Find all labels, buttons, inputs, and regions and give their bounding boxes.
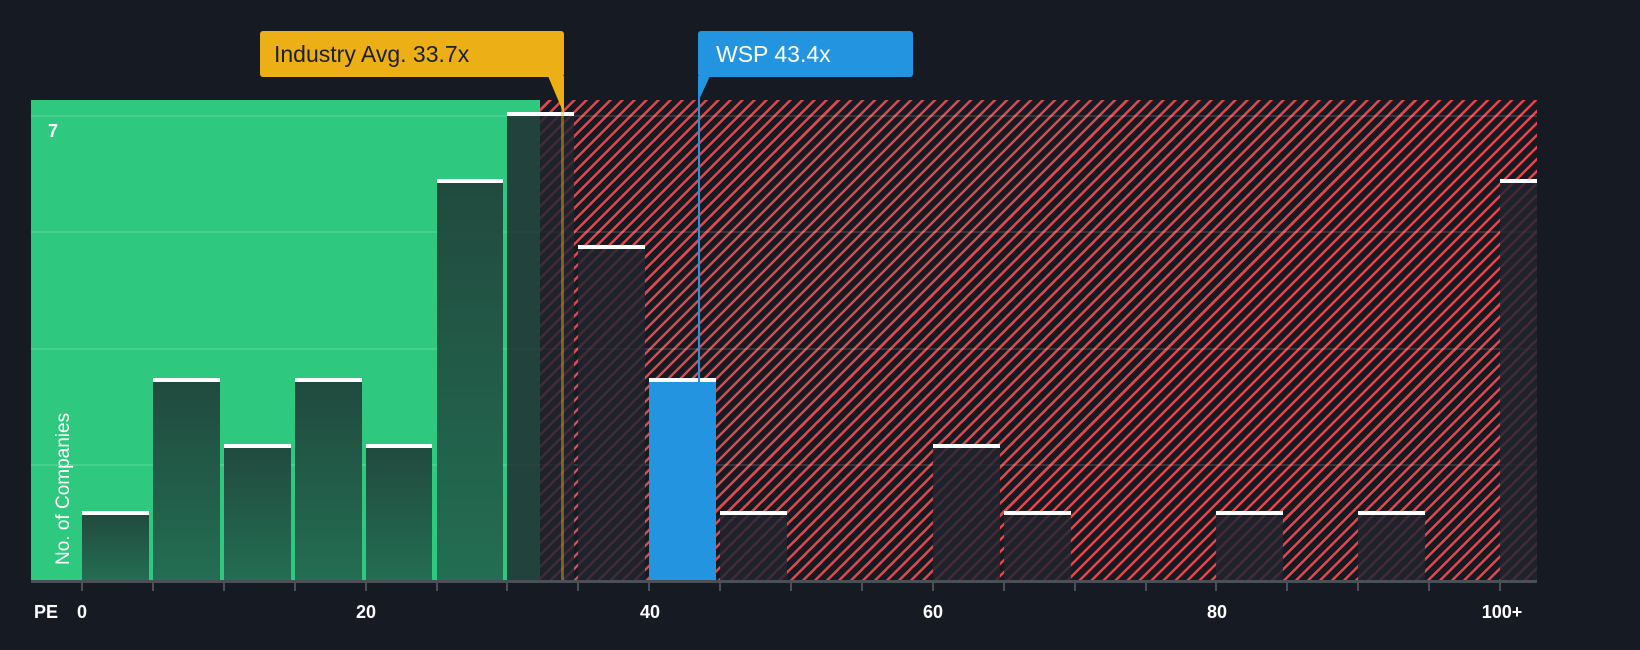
bar-cap [1216, 510, 1284, 515]
x-tick-label: 60 [922, 602, 944, 622]
y-axis-max-label: 7 [48, 121, 59, 141]
gridline [31, 115, 1537, 117]
gridline [31, 464, 1537, 466]
bar-cap [1500, 178, 1537, 183]
x-tick-label: 40 [639, 602, 661, 622]
chart-plot-area [31, 100, 1537, 581]
industry-avg-callout: Industry Avg. 33.7x [260, 31, 564, 77]
x-tick [790, 583, 792, 591]
x-tick [1215, 583, 1218, 591]
x-tick [719, 583, 722, 591]
bar-cap [1003, 510, 1071, 515]
x-tick [151, 583, 154, 591]
x-tick-label: 100+ [1481, 602, 1523, 622]
x-tick [860, 583, 863, 591]
gridline [31, 348, 1537, 350]
histogram-bar [507, 112, 575, 581]
histogram-bar [932, 444, 1000, 581]
company-pe-callout: WSP 43.4x [698, 31, 913, 77]
bar-cap [578, 245, 646, 249]
x-tick [1357, 583, 1360, 591]
x-tick [222, 583, 225, 591]
x-tick [1286, 583, 1289, 591]
histogram-bar [1358, 510, 1426, 581]
bar-cap [932, 444, 1000, 449]
bar-cap [82, 510, 149, 515]
histogram-bar [1003, 510, 1071, 581]
bar-cap [507, 112, 575, 117]
bar-cap [1358, 510, 1426, 515]
histogram-bar [720, 510, 787, 581]
x-tick [1002, 583, 1005, 591]
gridline [31, 231, 1537, 233]
histogram-bar [294, 377, 362, 581]
x-axis-line [31, 580, 1537, 583]
bar-cap [294, 377, 362, 382]
x-tick [293, 583, 296, 591]
x-tick [435, 583, 438, 591]
histogram-bar [1216, 510, 1284, 581]
bar-cap [649, 377, 717, 382]
x-tick-label: 20 [355, 602, 377, 622]
histogram-bar [436, 178, 504, 581]
x-tick [577, 583, 580, 591]
x-tick [81, 583, 83, 591]
bar-cap [720, 510, 787, 515]
bar-cap [152, 377, 220, 382]
y-axis-title: No. of Companies [53, 412, 74, 565]
histogram-bar [1500, 178, 1537, 581]
x-tick [364, 583, 367, 591]
x-tick [648, 583, 651, 591]
x-tick [1428, 583, 1431, 591]
bar-cap [223, 444, 291, 449]
x-tick [1144, 583, 1147, 591]
histogram-bar [82, 510, 149, 581]
x-axis-title: PE [34, 602, 59, 622]
histogram-bar [365, 444, 433, 581]
x-tick [931, 583, 934, 591]
histogram-bar [152, 377, 220, 581]
x-tick [1499, 583, 1501, 591]
x-tick-label: 0 [76, 602, 88, 622]
company-callout-pointer-icon [698, 76, 710, 102]
industry-callout-pointer-icon [548, 76, 564, 114]
company-bar [649, 377, 717, 581]
company-pe-line [698, 77, 700, 382]
histogram-bar [578, 245, 646, 581]
x-tick [506, 583, 509, 591]
bar-cap [365, 444, 433, 449]
industry-avg-line [561, 100, 564, 581]
x-tick [1073, 583, 1076, 591]
x-tick-label: 80 [1206, 602, 1228, 622]
bar-cap [436, 178, 504, 183]
histogram-bar [223, 444, 291, 581]
